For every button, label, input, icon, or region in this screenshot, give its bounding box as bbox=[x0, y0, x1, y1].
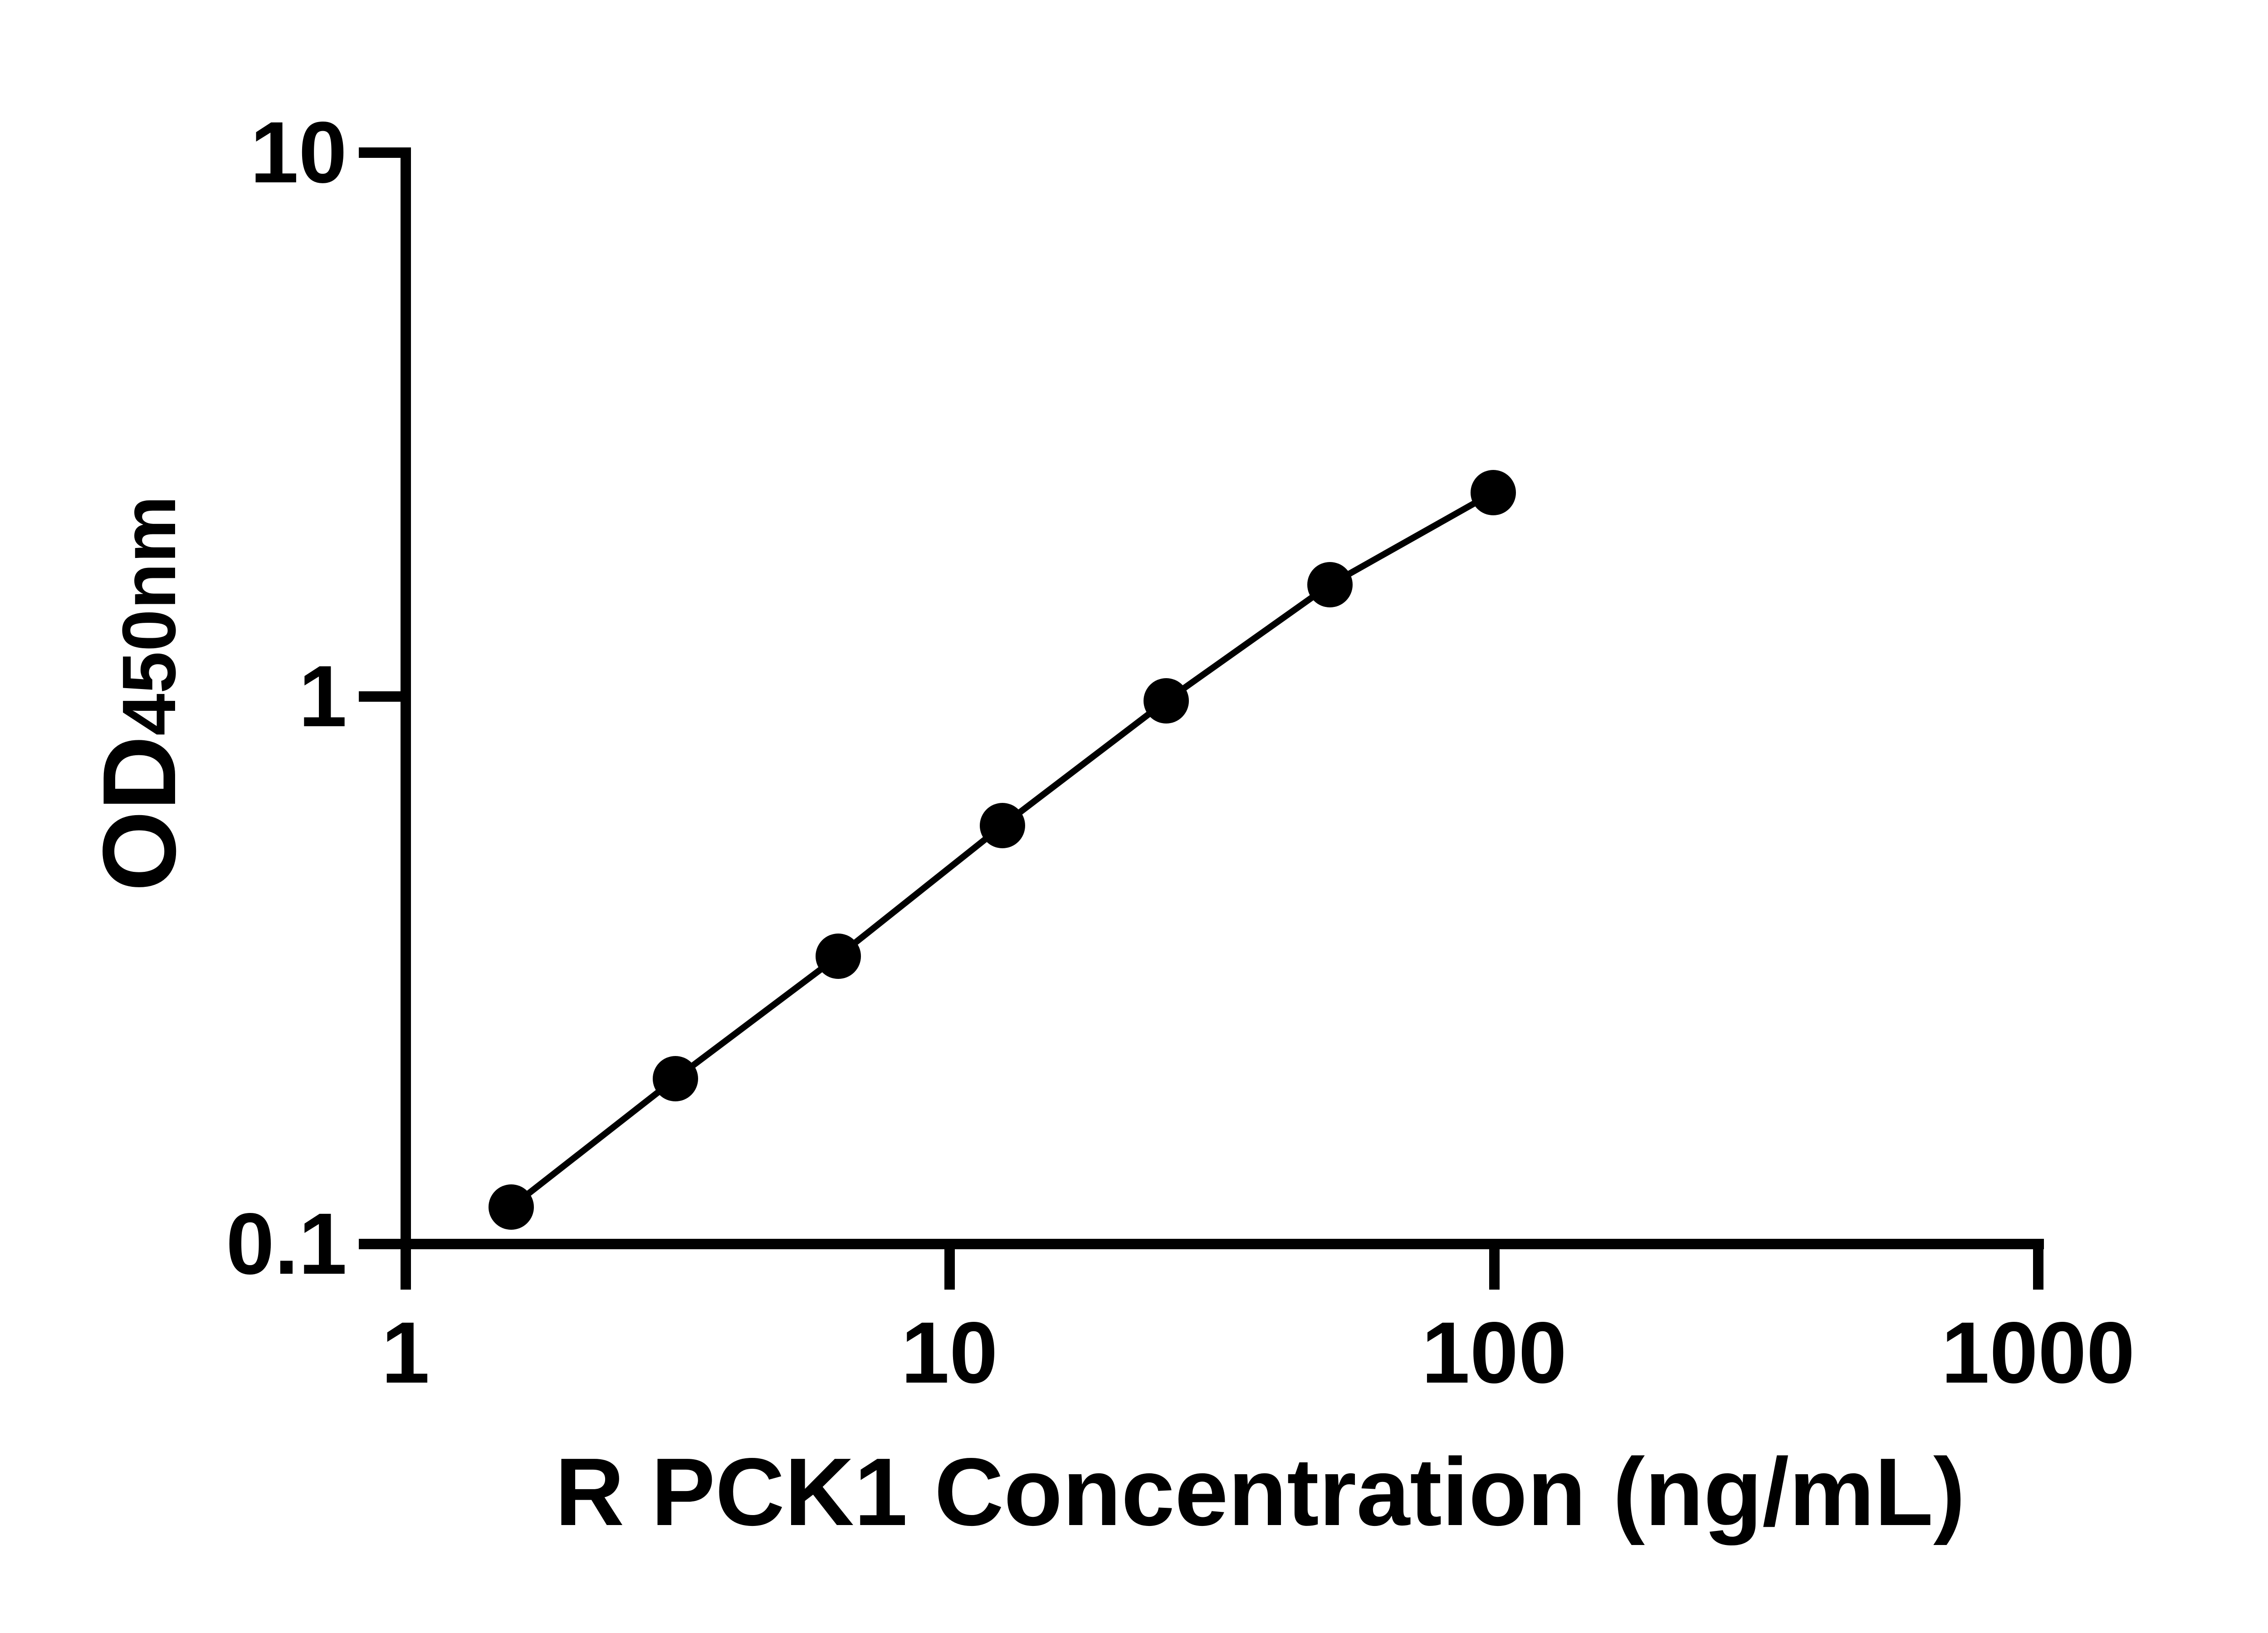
svg-text:1000: 1000 bbox=[1941, 1304, 2135, 1401]
svg-text:0.1: 0.1 bbox=[226, 1195, 347, 1292]
svg-text:OD450nm: OD450nm bbox=[81, 496, 197, 892]
svg-text:R PCK1 Concentration (ng/mL): R PCK1 Concentration (ng/mL) bbox=[555, 1438, 1965, 1545]
svg-text:100: 100 bbox=[1422, 1304, 1567, 1401]
svg-text:1: 1 bbox=[298, 647, 347, 745]
svg-text:10: 10 bbox=[901, 1304, 998, 1401]
svg-text:10: 10 bbox=[250, 103, 347, 201]
svg-text:1: 1 bbox=[381, 1304, 430, 1401]
